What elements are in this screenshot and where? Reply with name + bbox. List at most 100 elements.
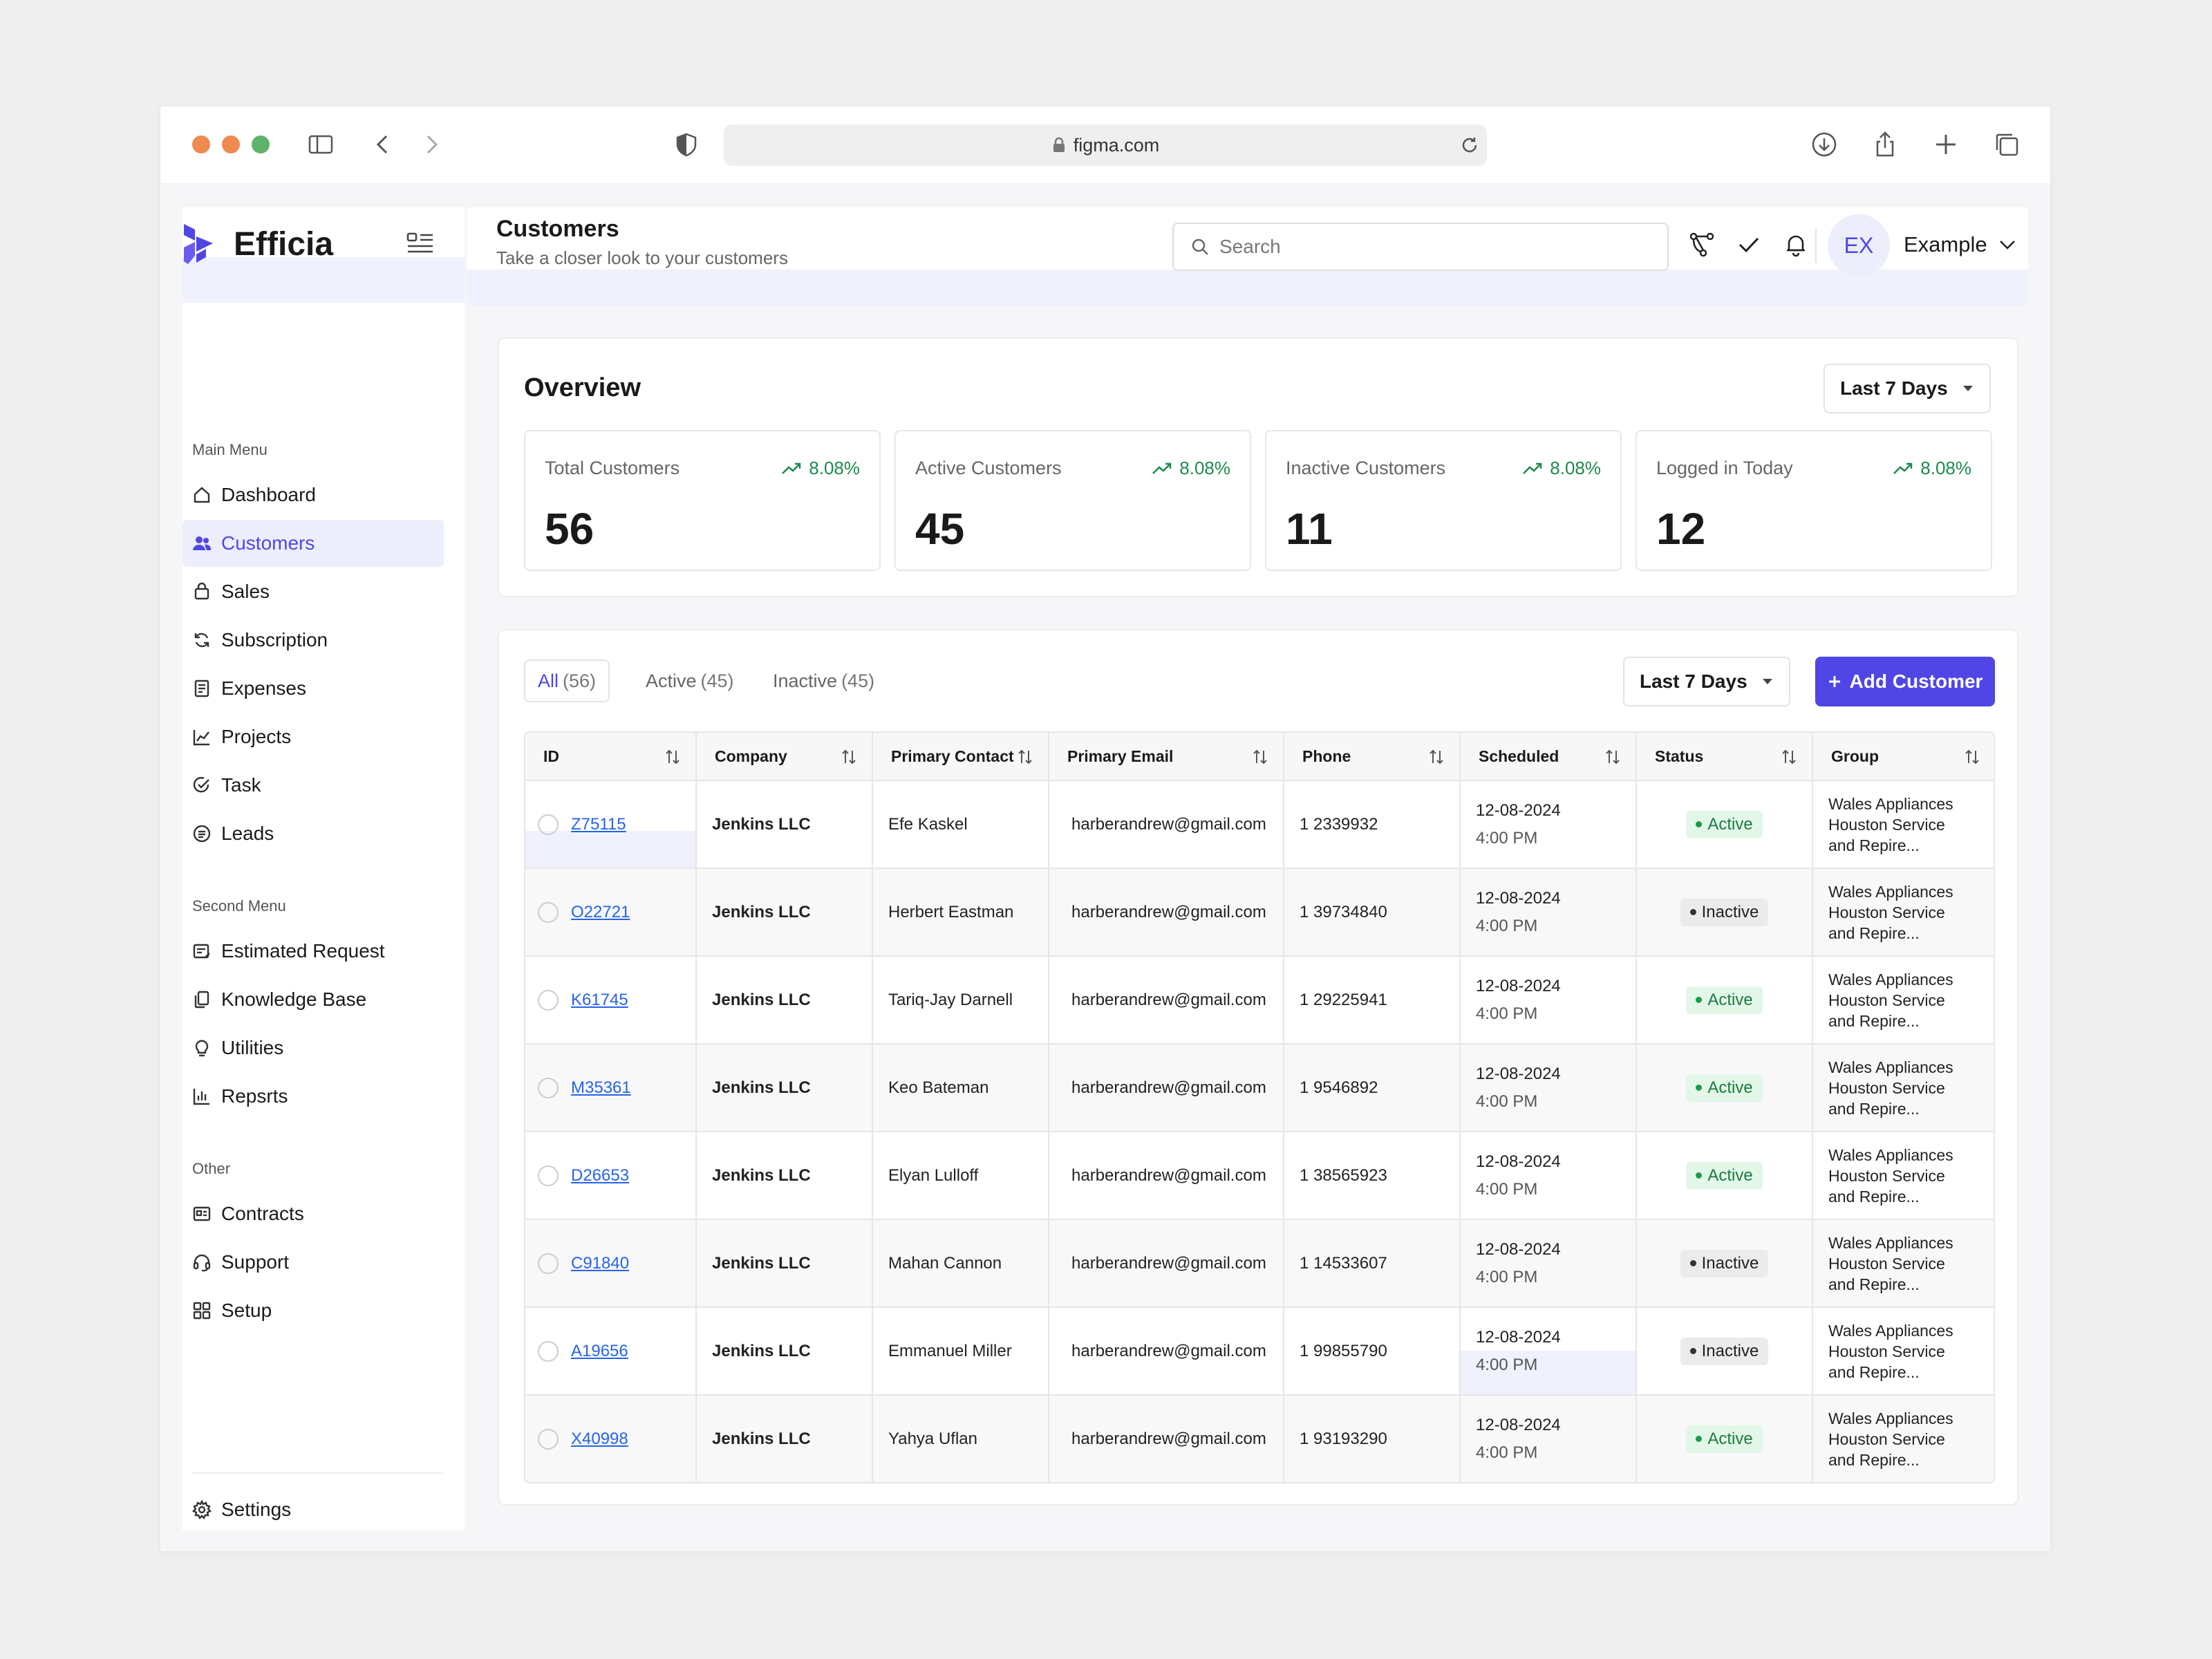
sidebar-item-dashboard[interactable]: Dashboard (182, 471, 444, 518)
table-row[interactable]: D26653 Jenkins LLC Elyan Lulloff harberandr… (525, 1132, 1994, 1220)
column-header-primary-contact[interactable]: Primary Contact (873, 733, 1049, 781)
avatar[interactable]: EX (1828, 214, 1890, 276)
sidebar-item-contracts[interactable]: Contracts (182, 1190, 444, 1237)
cell-scheduled: 12-08-2024 4:00 PM (1461, 781, 1637, 868)
efficia-logo-icon (184, 224, 213, 264)
row-checkbox[interactable] (538, 989, 559, 1011)
receipt-icon (194, 679, 209, 697)
sidebar-item-knowledge-base[interactable]: Knowledge Base (182, 976, 444, 1023)
table-row[interactable]: X40998 Jenkins LLC Yahya Uflan harberandrew… (525, 1396, 1994, 1482)
row-checkbox[interactable] (538, 1253, 559, 1274)
user-menu[interactable]: Example (1904, 232, 2016, 257)
table-row[interactable]: A19656 Jenkins LLC Emmanuel Miller harberan… (525, 1308, 1994, 1396)
row-checkbox[interactable] (538, 814, 559, 835)
table-row[interactable]: O22721 Jenkins LLC Herbert Eastman harberan… (525, 869, 1994, 957)
column-header-status[interactable]: Status (1637, 733, 1813, 781)
sidebar-item-utilities[interactable]: Utilities (182, 1024, 444, 1071)
row-checkbox[interactable] (538, 901, 559, 923)
column-header-group[interactable]: Group (1813, 733, 1994, 781)
sidebar-item-customers[interactable]: Customers (182, 520, 444, 567)
download-icon[interactable] (1807, 127, 1841, 162)
customer-id-link[interactable]: C91840 (571, 1253, 630, 1273)
stat-trend: 8.08% (1893, 458, 1971, 479)
maximize-dot[interactable] (252, 135, 270, 153)
cell-status: Active (1637, 1396, 1813, 1482)
table-row[interactable]: K61745 Jenkins LLC Tariq-Jay Darnell harber… (525, 957, 1994, 1044)
shield-icon[interactable] (669, 127, 704, 162)
sort-icon[interactable] (1016, 748, 1034, 766)
sidebar-item-task[interactable]: Task (182, 762, 444, 809)
row-checkbox[interactable] (538, 1077, 559, 1098)
sidebar-item-projects[interactable]: Projects (182, 713, 444, 760)
tabs-overview-icon[interactable] (1989, 127, 2024, 162)
customer-id-link[interactable]: A19656 (571, 1341, 628, 1360)
address-bar[interactable]: figma.com (724, 124, 1487, 166)
cell-scheduled: 12-08-2024 4:00 PM (1461, 869, 1637, 955)
column-header-id[interactable]: ID (525, 733, 697, 781)
new-tab-icon[interactable] (1929, 127, 1963, 162)
scheduled-date: 12-08-2024 (1476, 800, 1561, 820)
email-value: harberandrew@gmail.com (1071, 990, 1266, 1009)
customer-id-link[interactable]: X40998 (571, 1429, 628, 1448)
sort-icon[interactable] (1780, 748, 1798, 766)
sort-icon[interactable] (840, 748, 858, 766)
table-row[interactable]: Z75115 Jenkins LLC Efe Kaskel harberandrew@… (525, 781, 1994, 869)
cell-id: X40998 (525, 1396, 697, 1482)
column-header-company[interactable]: Company (697, 733, 873, 781)
tab-count: (56) (563, 670, 597, 691)
browser-chrome: figma.com (160, 106, 2050, 184)
sidebar-item-sales[interactable]: Sales (182, 568, 444, 615)
search-input[interactable]: Search (1172, 223, 1669, 271)
table-row[interactable]: C91840 Jenkins LLC Mahan Cannon harberandre… (525, 1220, 1994, 1308)
bell-icon[interactable] (1782, 231, 1810, 259)
sidebar-item-reports[interactable]: Repsrts (182, 1073, 444, 1120)
sort-icon[interactable] (1604, 748, 1622, 766)
customer-id-link[interactable]: Z75115 (571, 814, 626, 834)
tab-inactive[interactable]: Inactive (45) (760, 659, 887, 702)
table-row[interactable]: M35361 Jenkins LLC Keo Bateman harberandrew… (525, 1044, 1994, 1132)
sidebar-item-label: Support (221, 1251, 290, 1273)
row-checkbox[interactable] (538, 1340, 559, 1362)
bar-chart-icon (193, 1089, 209, 1105)
tab-all[interactable]: All (56) (524, 659, 610, 702)
column-header-primary-email[interactable]: Primary Email (1049, 733, 1284, 781)
column-header-scheduled[interactable]: Scheduled (1461, 733, 1637, 781)
sort-icon[interactable] (1427, 748, 1445, 766)
sidebar-item-estimated-request[interactable]: Estimated Request (182, 928, 444, 975)
share-icon[interactable] (1868, 127, 1902, 162)
row-checkbox[interactable] (538, 1428, 559, 1450)
sort-icon[interactable] (1963, 748, 1981, 766)
sort-icon[interactable] (664, 748, 682, 766)
column-header-phone[interactable]: Phone (1284, 733, 1461, 781)
customer-id-link[interactable]: D26653 (571, 1165, 630, 1185)
reload-icon[interactable] (1459, 135, 1480, 156)
cell-company: Jenkins LLC (697, 869, 873, 955)
minimize-dot[interactable] (222, 135, 240, 153)
customer-id-link[interactable]: O22721 (571, 902, 630, 921)
menu-collapse-icon[interactable] (405, 228, 435, 259)
customers-range-dropdown[interactable]: Last 7 Days (1623, 657, 1790, 706)
tab-active[interactable]: Active (45) (633, 659, 747, 702)
logo-band (182, 257, 465, 303)
customer-id-link[interactable]: K61745 (571, 990, 628, 1009)
back-icon[interactable] (366, 127, 400, 162)
forward-icon[interactable] (414, 127, 449, 162)
sidebar-item-leads[interactable]: Leads (182, 810, 444, 857)
check-icon[interactable] (1735, 231, 1763, 259)
row-checkbox[interactable] (538, 1165, 559, 1186)
sort-icon[interactable] (1251, 748, 1269, 766)
close-dot[interactable] (192, 135, 210, 153)
overview-range-dropdown[interactable]: Last 7 Days (1824, 364, 1991, 413)
stat-label: Logged in Today (1656, 458, 1793, 478)
sidebar-item-setup[interactable]: Setup (182, 1287, 444, 1334)
add-customer-button[interactable]: Add Customer (1815, 657, 1995, 706)
brand-logo[interactable]: Efficia (182, 221, 333, 267)
scheduled-time: 4:00 PM (1476, 1443, 1538, 1462)
customer-id-link[interactable]: M35361 (571, 1078, 631, 1097)
workflow-icon[interactable] (1688, 231, 1716, 259)
sidebar-item-support[interactable]: Support (182, 1239, 444, 1286)
sidebar-item-subscription[interactable]: Subscription (182, 617, 444, 664)
sidebar-item-expenses[interactable]: Expenses (182, 665, 444, 712)
sidebar-item-settings[interactable]: Settings (182, 1486, 444, 1533)
sidebar-toggle-icon[interactable] (303, 127, 338, 162)
